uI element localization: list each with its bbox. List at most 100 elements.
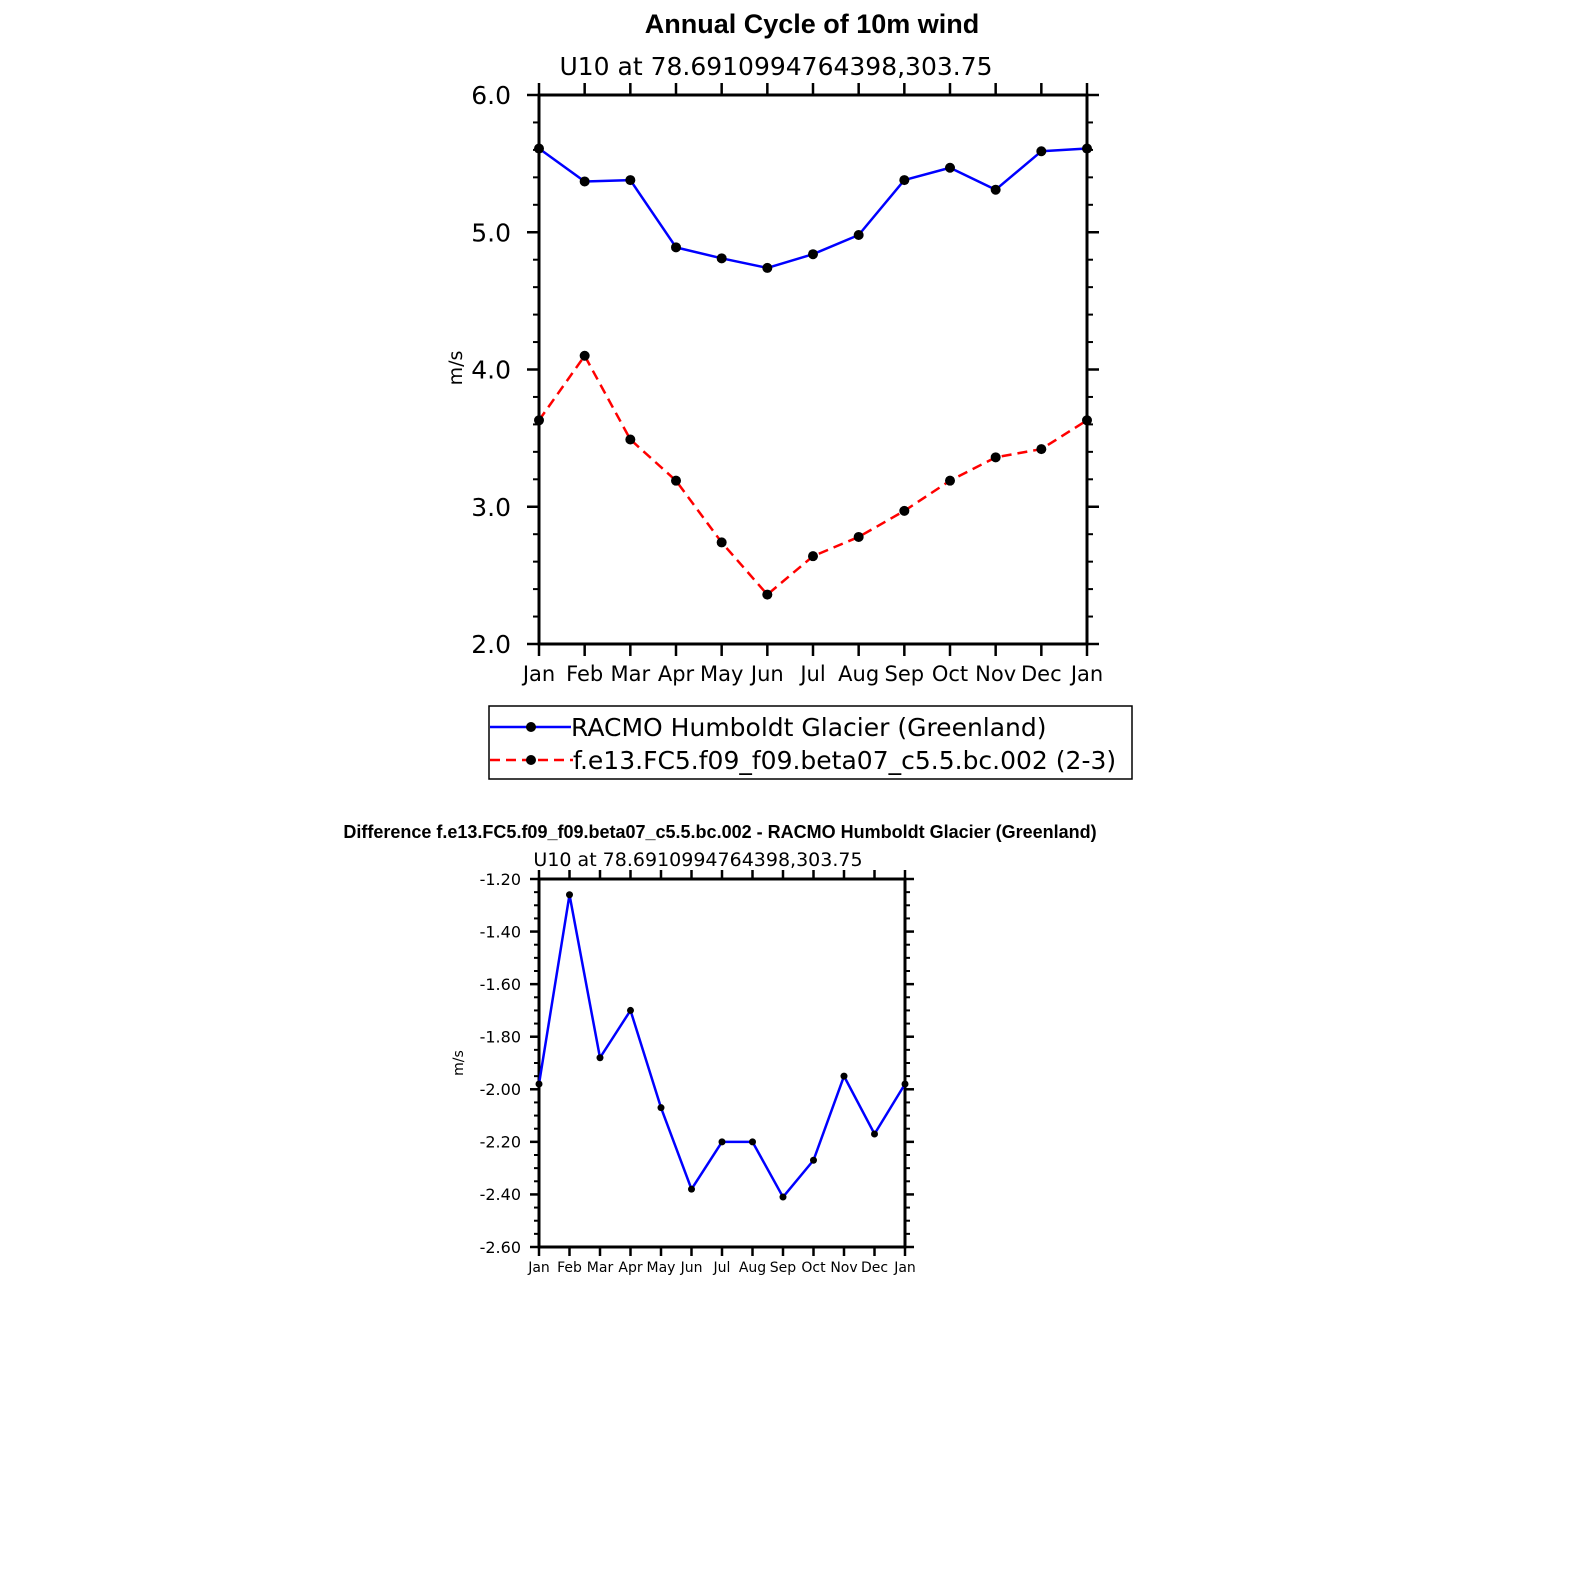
difference-chart: Difference f.e13.FC5.f09_f09.beta07_c5.5…	[343, 822, 1096, 1276]
x-tick-label: Mar	[611, 662, 651, 686]
data-point	[901, 1080, 909, 1088]
plot-border	[537, 877, 907, 1249]
difference-y-axis-label: m/s	[451, 1050, 467, 1076]
y-tick-label: -1.20	[480, 870, 521, 889]
data-point	[840, 1072, 848, 1080]
y-tick-label: -2.40	[480, 1185, 521, 1204]
y-tick-label: 2.0	[471, 630, 511, 659]
data-point	[810, 1156, 817, 1164]
data-point	[990, 452, 1001, 463]
difference-plot-frame	[537, 877, 907, 1249]
x-tick-label: May	[647, 1260, 676, 1276]
x-tick-label: Feb	[557, 1260, 582, 1276]
data-point	[657, 1104, 665, 1112]
data-point	[625, 434, 636, 445]
series-line	[537, 893, 907, 1199]
y-tick-label: 4.0	[471, 356, 511, 385]
y-tick-label: -2.00	[480, 1080, 521, 1099]
y-tick-label: -2.60	[480, 1238, 521, 1257]
data-point	[871, 1130, 878, 1138]
y-tick-label: -2.20	[480, 1133, 521, 1152]
x-tick-label: Jun	[749, 662, 784, 686]
x-tick-label: Nov	[975, 662, 1016, 686]
x-tick-label: Sep	[885, 662, 925, 686]
data-point	[853, 531, 864, 542]
data-point	[535, 1080, 543, 1088]
y-tick-label: -1.80	[480, 1027, 521, 1046]
y-tick-label: -1.40	[480, 922, 521, 941]
series-group	[534, 143, 1092, 600]
chart-title: Annual Cycle of 10m wind	[645, 9, 980, 39]
difference-series-group	[535, 891, 909, 1201]
x-tick-label: May	[700, 662, 743, 686]
data-point	[596, 1054, 604, 1062]
x-tick-label: Dec	[861, 1260, 888, 1276]
data-point	[762, 589, 773, 600]
legend: RACMO Humboldt Glacier (Greenland) f.e13…	[488, 705, 1133, 780]
x-tick-label: Apr	[618, 1260, 642, 1276]
data-point	[627, 1006, 634, 1014]
legend-box	[488, 705, 1133, 780]
y-tick-label: 3.0	[471, 493, 511, 522]
data-point	[808, 551, 818, 562]
y-axis-label: m/s	[445, 351, 467, 386]
data-point	[990, 184, 1001, 195]
x-tick-label: Oct	[801, 1260, 826, 1276]
x-tick-label: Jan	[521, 662, 555, 686]
data-point	[718, 1138, 726, 1146]
data-point	[688, 1185, 695, 1193]
data-point	[1036, 444, 1047, 455]
y-tick-label: 6.0	[471, 81, 511, 110]
data-point	[853, 229, 864, 240]
x-tick-label: Jan	[527, 1260, 550, 1276]
data-point	[534, 415, 544, 426]
x-tick-label: Sep	[770, 1260, 797, 1276]
data-point	[579, 350, 590, 361]
legend-label-racmo: RACMO Humboldt Glacier (Greenland)	[571, 713, 1047, 742]
chart-subtitle: U10 at 78.6910994764398,303.75	[559, 52, 992, 81]
data-point	[808, 249, 818, 260]
data-point	[945, 162, 955, 173]
plot-border	[537, 93, 1089, 646]
x-tick-label: Jun	[680, 1260, 703, 1276]
data-point	[1036, 146, 1047, 157]
data-point	[779, 1193, 787, 1201]
x-tick-label: Mar	[587, 1260, 614, 1276]
difference-axis-ticks: -2.60 -2.40 -2.20 -2.00 -1.80 -1.60 -1.40 -1.20…	[480, 870, 916, 1276]
data-point	[945, 475, 955, 486]
y-tick-label: 5.0	[471, 218, 511, 247]
data-point	[566, 891, 573, 899]
x-tick-label: Oct	[932, 662, 968, 686]
data-point	[899, 175, 910, 186]
x-tick-label: Nov	[830, 1260, 857, 1276]
x-tick-label: Feb	[566, 662, 603, 686]
data-point	[1082, 143, 1092, 154]
x-tick-label: Jan	[893, 1260, 916, 1276]
data-point	[716, 253, 727, 264]
x-tick-label: Aug	[838, 662, 879, 686]
data-point	[671, 242, 681, 253]
data-point	[534, 143, 544, 154]
legend-label-model: f.e13.FC5.f09_f09.beta07_c5.5.bc.002 (2-…	[573, 746, 1116, 775]
data-point	[716, 537, 727, 548]
x-tick-label: Aug	[739, 1260, 766, 1276]
data-point	[625, 175, 636, 186]
data-point	[749, 1138, 756, 1146]
axis-ticks: 2.0 3.0 4.0 5.0 6.0 Jan Feb Mar Apr May Jun Jul Aug S…	[471, 81, 1103, 686]
data-point	[671, 475, 681, 486]
plot-frame	[537, 93, 1089, 646]
x-tick-label: Jan	[1069, 662, 1103, 686]
legend-marker-model	[526, 755, 536, 765]
difference-chart-subtitle: U10 at 78.6910994764398,303.75	[533, 849, 862, 871]
y-tick-label: -1.60	[480, 975, 521, 994]
x-tick-label: Jul	[798, 662, 825, 686]
x-tick-label: Apr	[658, 662, 695, 686]
data-point	[762, 262, 773, 273]
legend-marker-racmo	[526, 722, 536, 732]
data-point	[899, 505, 910, 516]
annual-cycle-chart: Annual Cycle of 10m wind U10 at 78.69109…	[445, 9, 1133, 780]
x-tick-label: Dec	[1021, 662, 1062, 686]
data-point	[1082, 415, 1092, 426]
difference-chart-title: Difference f.e13.FC5.f09_f09.beta07_c5.5…	[343, 822, 1096, 842]
